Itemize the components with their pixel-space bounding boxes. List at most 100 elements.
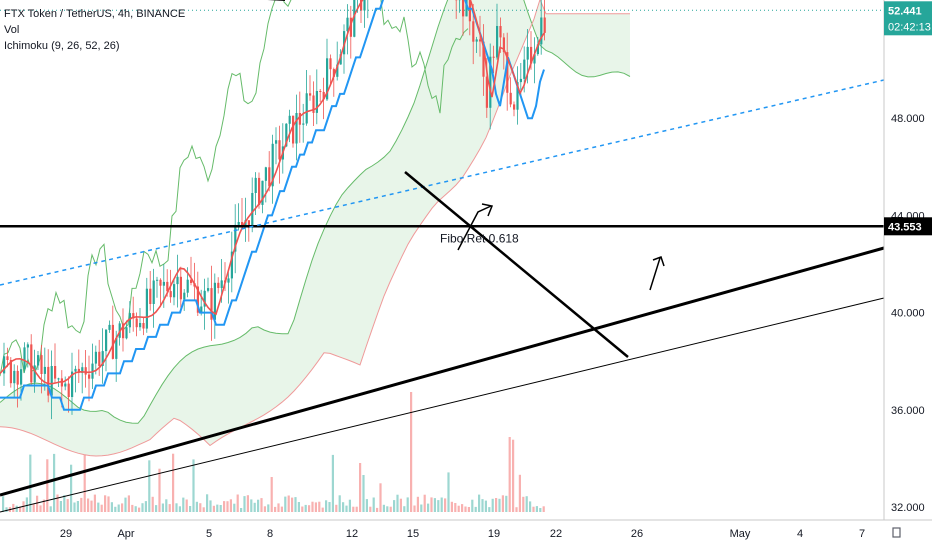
- candle-body: [462, 0, 464, 16]
- volume-bar: [352, 507, 354, 512]
- time-tick-label: 5: [206, 528, 212, 540]
- volume-bar: [264, 506, 266, 512]
- price-badge-label: 43.553: [888, 221, 922, 233]
- candle-body: [255, 178, 257, 193]
- volume-bar: [284, 497, 286, 512]
- candle-body: [88, 375, 90, 379]
- lower-channel-line: [0, 298, 884, 512]
- volume-bar: [63, 495, 65, 512]
- volume-bar: [522, 497, 524, 512]
- volume-bar: [162, 504, 164, 513]
- volume-bar: [138, 508, 140, 512]
- time-tick-label: 8: [267, 528, 273, 540]
- candle-body: [527, 47, 529, 60]
- volume-bar: [488, 507, 490, 512]
- candle-body: [520, 79, 522, 82]
- symbol-title[interactable]: FTX Token / TetherUS, 4h, BINANCE: [4, 6, 185, 22]
- volume-bar: [400, 499, 402, 512]
- volume-bar: [12, 504, 14, 512]
- volume-bar: [478, 495, 480, 512]
- candle-body: [513, 104, 515, 109]
- candle: [132, 297, 134, 332]
- volume-bar: [407, 497, 409, 512]
- candle: [142, 318, 144, 335]
- volume-bar: [410, 392, 412, 512]
- volume-bar: [26, 497, 28, 512]
- volume-bar: [158, 469, 160, 512]
- candle-body: [258, 178, 260, 205]
- volume-bar: [141, 503, 143, 512]
- volume-bar: [250, 499, 252, 512]
- candle-body: [173, 284, 175, 297]
- volume-bar: [288, 496, 290, 513]
- candle-body: [278, 140, 280, 159]
- candle-body: [319, 91, 321, 92]
- volume-bar: [128, 495, 130, 512]
- volume-bar: [97, 503, 99, 512]
- candle-body: [146, 289, 148, 329]
- volume-bar: [135, 506, 137, 512]
- candle-body: [238, 222, 240, 225]
- volume-bar: [192, 459, 194, 512]
- candle: [241, 198, 243, 226]
- price-badge-label: 52.441: [888, 5, 922, 17]
- volume-bar: [121, 503, 123, 512]
- fibo-retracement-label: Fibo.Ret 0.618: [440, 231, 519, 245]
- volume-bar: [495, 498, 497, 512]
- candle: [85, 350, 87, 388]
- candle-body: [346, 18, 348, 31]
- candle-body: [85, 367, 87, 374]
- candle-body: [153, 281, 155, 305]
- candle: [153, 269, 155, 328]
- volume-bar: [461, 504, 463, 512]
- axis-corner: [884, 521, 932, 550]
- volume-bar: [281, 507, 283, 512]
- candle: [81, 363, 83, 394]
- volume-indicator-label[interactable]: Vol: [4, 22, 185, 38]
- volume-bar: [417, 497, 419, 512]
- volume-bar: [458, 506, 460, 512]
- candle-body: [309, 93, 311, 95]
- candle: [363, 0, 365, 28]
- candle-body: [40, 355, 42, 374]
- candle: [210, 266, 212, 341]
- volume-bar: [240, 508, 242, 512]
- volume-bar: [413, 506, 415, 513]
- candle-body: [163, 282, 165, 286]
- candle: [251, 178, 253, 233]
- volume-bar: [434, 498, 436, 512]
- volume-bar: [430, 497, 432, 512]
- volume-bar: [492, 499, 494, 512]
- ichimoku-indicator-label[interactable]: Ichimoku (9, 26, 52, 26): [4, 38, 185, 54]
- volume-bar: [468, 507, 470, 512]
- candle-body: [44, 367, 46, 374]
- time-tick-label: 26: [631, 528, 643, 540]
- volume-bar: [390, 507, 392, 512]
- candle-body: [20, 369, 22, 384]
- candle-body: [54, 366, 56, 379]
- volume-bar: [512, 440, 514, 512]
- volume-bar: [274, 507, 276, 512]
- candle-body: [523, 60, 525, 79]
- price-tick-label: 36.000: [891, 405, 925, 417]
- descending-trendline: [405, 172, 628, 357]
- volume-bar: [46, 459, 48, 512]
- volume-bar: [502, 495, 504, 512]
- candle-body: [227, 278, 229, 282]
- volume-bar: [475, 507, 477, 512]
- volume-bar: [101, 505, 103, 512]
- volume-bar: [349, 500, 351, 512]
- volume-bar: [294, 497, 296, 512]
- volume-bar: [107, 496, 109, 512]
- volume-bar: [70, 465, 72, 512]
- candle-body: [142, 323, 144, 329]
- volume-bar: [315, 502, 317, 512]
- candle-body: [493, 57, 495, 58]
- volume-bar: [77, 501, 79, 512]
- candle-body: [268, 167, 270, 186]
- candle: [265, 167, 267, 203]
- candle: [129, 301, 131, 333]
- chart-legend: FTX Token / TetherUS, 4h, BINANCE Vol Ic…: [4, 6, 185, 54]
